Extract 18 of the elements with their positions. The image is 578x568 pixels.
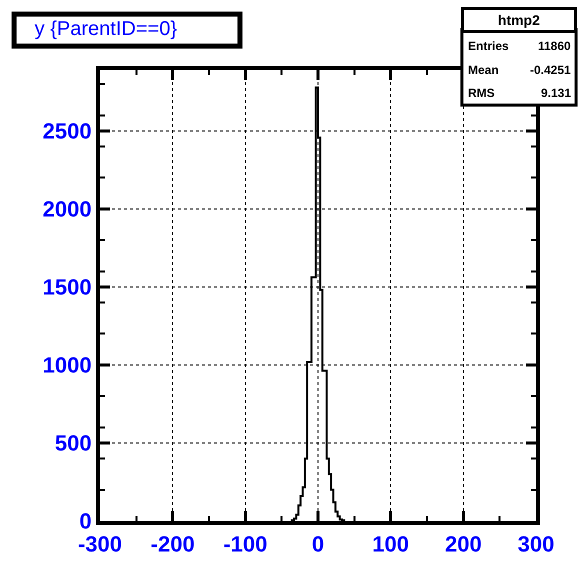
x-tick-label: 100 bbox=[372, 531, 410, 556]
x-tick-label: 200 bbox=[444, 531, 482, 556]
chart-title: y {ParentID==0} bbox=[34, 18, 178, 40]
y-tick-label: 500 bbox=[54, 430, 92, 456]
text: RMS 9.131 bbox=[468, 86, 572, 100]
x-tick-label: -100 bbox=[223, 531, 268, 556]
text: htmp2 bbox=[498, 12, 540, 28]
x-tick-label: 0 bbox=[312, 531, 324, 556]
x-tick-label: 300 bbox=[518, 531, 554, 556]
y-tick-label: 1500 bbox=[42, 274, 92, 300]
x-tick-label: -300 bbox=[78, 531, 122, 556]
y-tick-label: 1000 bbox=[42, 352, 92, 378]
y-tick-label: 0 bbox=[79, 508, 92, 534]
text: Mean -0.4251 bbox=[468, 63, 571, 77]
text: Entries 11860 bbox=[468, 39, 571, 53]
y-tick-label: 2500 bbox=[42, 118, 92, 144]
x-tick-label: -200 bbox=[150, 531, 195, 556]
y-tick-label: 2000 bbox=[42, 196, 92, 222]
